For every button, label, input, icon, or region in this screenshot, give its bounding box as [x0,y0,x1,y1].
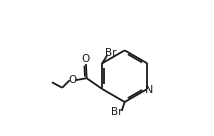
Text: Br: Br [105,48,116,58]
Text: O: O [68,75,77,85]
Text: N: N [145,85,154,95]
Text: Br: Br [111,107,123,117]
Text: O: O [82,54,90,64]
